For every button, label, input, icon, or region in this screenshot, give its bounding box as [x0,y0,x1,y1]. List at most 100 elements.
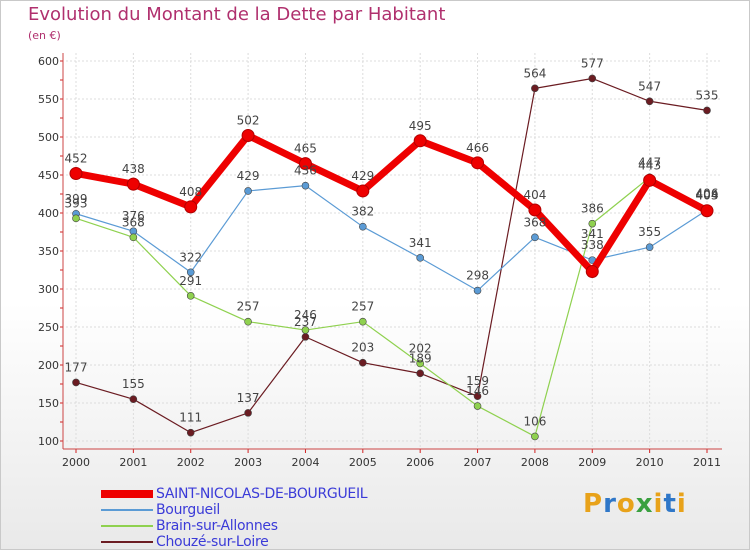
data-label: 382 [351,205,374,219]
x-tick-label: 2006 [406,456,434,469]
data-label: 564 [523,66,546,80]
data-point [72,378,80,387]
legend-swatch [101,541,153,543]
data-label: 386 [581,202,604,216]
chart-unit-label: (en €) [28,29,61,42]
data-label: 502 [237,113,260,127]
data-label: 322 [179,250,202,264]
data-label: 429 [237,169,260,183]
logo-letter: P [583,489,604,519]
y-tick-label: 250 [38,321,59,334]
data-point [473,286,482,295]
y-tick-label: 100 [38,435,59,448]
data-label: 393 [65,196,88,210]
legend-label: Chouzé-sur-Loire [156,534,269,550]
x-tick-label: 2009 [578,456,606,469]
data-label: 429 [351,169,374,183]
data-label: 406 [696,186,719,200]
data-point [531,84,539,93]
data-point [244,187,252,195]
data-point [473,392,482,400]
data-point [301,326,310,334]
data-label: 106 [523,414,546,428]
data-label: 257 [351,300,374,314]
data-label: 341 [581,227,604,241]
data-point [471,156,485,170]
data-point [416,359,424,368]
data-point [126,177,140,191]
data-label: 203 [351,341,374,355]
data-label: 146 [466,384,489,398]
data-point [241,128,255,142]
data-label: 438 [122,162,145,176]
logo-letter: o [616,489,636,519]
series-line-0 [72,131,711,276]
x-tick-label: 2001 [119,456,147,469]
x-tick-label: 2008 [521,456,549,469]
data-label: 202 [409,341,432,355]
data-point [413,134,427,148]
data-point [244,409,252,417]
legend-label: Brain-sur-Allonnes [156,518,278,534]
data-label: 159 [466,374,489,388]
x-tick-label: 2011 [693,456,721,469]
data-point [531,233,539,242]
data-point [645,243,654,251]
data-label: 436 [294,164,317,178]
data-label: 447 [638,155,661,169]
x-tick-label: 2002 [177,456,205,469]
data-point [645,97,654,106]
data-label: 355 [638,225,661,239]
data-point [184,200,198,214]
x-tick-label: 2010 [636,456,664,469]
data-label: 111 [179,411,202,425]
data-point [298,157,312,171]
data-label: 452 [65,151,88,165]
y-tick-label: 200 [38,359,59,372]
data-point [473,402,482,410]
data-point [129,395,138,404]
data-point [359,358,367,367]
y-tick-label: 350 [38,245,59,258]
data-point [356,184,370,198]
data-point [703,106,711,115]
data-label: 466 [466,141,489,155]
data-label: 547 [638,79,661,93]
series-line-3 [75,77,708,434]
y-tick-label: 450 [38,169,59,182]
y-tick-label: 500 [38,131,59,144]
data-point [301,181,310,190]
data-point [643,173,657,187]
data-point [700,204,714,218]
x-tick-label: 2004 [291,456,319,469]
series-line-2 [75,176,708,438]
x-tick-label: 2005 [349,456,377,469]
data-label: 341 [409,236,432,250]
data-point [416,369,424,378]
data-point [186,428,195,437]
chart-title: Evolution du Montant de la Dette par Hab… [28,4,446,25]
line-chart: 100 150 200 250 300 350 400 450 500 550 600 2000 200… [38,53,722,469]
data-label: 535 [696,88,719,102]
data-label: 155 [122,377,145,391]
data-label: 404 [696,188,719,202]
data-label: 403 [696,189,719,203]
data-label: 189 [409,351,432,365]
data-point [244,317,252,326]
data-label: 246 [294,308,317,322]
logo-letter: i [676,489,687,519]
data-point [72,214,80,223]
logo-letter: x [635,489,654,519]
data-point [359,317,367,326]
data-point [186,268,195,277]
data-label: 237 [294,315,317,329]
data-label: 298 [466,269,489,283]
y-tick-label: 400 [38,207,59,220]
x-tick-label: 2007 [464,456,492,469]
data-label: 495 [409,119,432,133]
data-point [528,203,542,217]
data-label: 404 [523,188,546,202]
data-label: 399 [65,192,88,206]
data-label: 338 [581,238,604,252]
